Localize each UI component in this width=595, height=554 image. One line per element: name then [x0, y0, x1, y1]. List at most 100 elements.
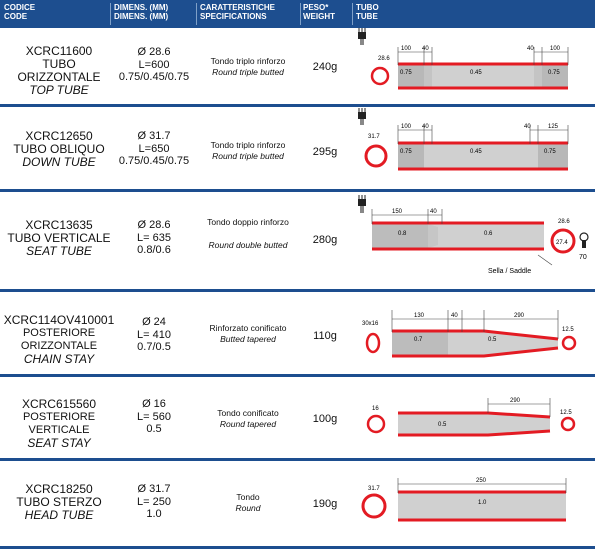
length: L=600 [138, 58, 170, 71]
spec-it: Tondo triplo rinforzo [210, 56, 286, 66]
svg-text:130: 130 [414, 313, 425, 319]
svg-text:40: 40 [422, 46, 429, 52]
tube-name-en: TOP TUBE [29, 83, 89, 97]
diameter: Ø 24 [142, 316, 166, 328]
tube-name-it: POSTERIORE VERTICALE [22, 411, 96, 436]
spec-it: Tondo triplo rinforzo [210, 140, 286, 150]
section-oval [365, 332, 381, 354]
clamp-icon [579, 232, 589, 248]
row-divider [0, 546, 595, 549]
section-circle [361, 493, 387, 519]
length: L= 410 [137, 328, 171, 341]
tube-name-it: TUBO VERTICALE [7, 231, 111, 245]
dia-label: 28.6 [558, 219, 570, 225]
weight: 110g [313, 330, 337, 342]
diameter: Ø 28.6 [137, 219, 171, 231]
svg-text:0.75: 0.75 [400, 149, 412, 155]
svg-text:0.6: 0.6 [484, 231, 493, 237]
end-dia-label: 12.5 [562, 327, 574, 333]
svg-text:250: 250 [476, 478, 487, 484]
section-circle [364, 144, 388, 168]
header-dims: DIMENS. (MM) DIMENS. (MM) [114, 3, 169, 21]
brush-icon [358, 28, 366, 45]
svg-text:0.45: 0.45 [470, 149, 482, 155]
dia-label: 30x16 [362, 321, 379, 327]
spec-en: Round tapered [219, 419, 277, 429]
thickness: 0.5 [146, 423, 162, 435]
thickness: 0.75/0.45/0.75 [118, 71, 190, 83]
tube-name-it: POSTERIORE ORIZZONTALE [20, 327, 98, 352]
tube-name-en: SEAT STAY [27, 436, 91, 450]
product-code: XCRC615560 [21, 397, 97, 411]
end-circle [561, 335, 577, 351]
svg-text:0.7: 0.7 [414, 337, 423, 343]
thickness: 1.0 [146, 508, 162, 520]
diameter: Ø 28.6 [137, 46, 171, 58]
thickness: 0.7/0.5 [137, 341, 171, 353]
svg-text:0.75: 0.75 [400, 70, 412, 76]
thickness: 0.75/0.45/0.75 [118, 155, 190, 167]
product-code: XCRC13635 [25, 218, 93, 232]
svg-text:40: 40 [451, 313, 458, 319]
tube-diagram: 30x16 130 40 290 0.7 0.5 12.5 [362, 310, 577, 358]
row-divider [0, 104, 595, 107]
tube-name-it: TUBO ORIZZONTALE [17, 57, 101, 84]
spec-it: Tondo [236, 492, 260, 502]
spec-en: Round triple butted [212, 67, 284, 77]
spec-it: Tondo conificato [217, 408, 279, 418]
spec-en: Round [235, 503, 261, 513]
weight: 280g [312, 234, 338, 246]
svg-text:70: 70 [579, 254, 587, 261]
length: L= 635 [137, 231, 171, 244]
spec-it: Tondo doppio rinforzo [207, 217, 289, 227]
header-tube: TUBO TUBE [356, 3, 379, 21]
brush-icon [358, 108, 366, 125]
dia-label: 31.7 [368, 486, 380, 492]
tube-diagram: 150 40 0.8 0.6 28.6 27.4 70 Sella / Sadd… [358, 195, 589, 275]
thickness: 0.8/0.6 [137, 244, 171, 256]
tube-body [398, 493, 566, 519]
end-dia-label: 12.5 [560, 410, 572, 416]
dia-label: 31.7 [368, 134, 380, 140]
tube-name-en: SEAT TUBE [26, 244, 92, 258]
weight: 295g [312, 146, 338, 158]
table-header: CODICE CODE DIMENS. (MM) DIMENS. (MM) CARA… [0, 0, 595, 28]
svg-text:0.45: 0.45 [470, 70, 482, 76]
svg-text:1.0: 1.0 [478, 500, 487, 506]
svg-text:40: 40 [430, 209, 437, 215]
tube-diagram: 28.6 100 40 40 100 0.75 0.45 0.75 [358, 28, 569, 90]
product-code: XCRC11600 [25, 44, 93, 58]
tube-name-en: CHAIN STAY [23, 352, 95, 366]
row-divider [0, 458, 595, 461]
length: L=650 [138, 142, 170, 155]
tube-name-it: TUBO STERZO [16, 495, 102, 509]
brush-icon [358, 195, 366, 213]
svg-text:150: 150 [392, 209, 403, 215]
diameter: Ø 31.7 [137, 483, 171, 495]
end-circle [560, 416, 576, 432]
tube-diagram: 16 290 0.5 12.5 [366, 398, 576, 437]
dia-label: 16 [372, 406, 379, 412]
weight: 100g [312, 413, 338, 425]
dia-label: 28.6 [378, 56, 390, 62]
svg-text:100: 100 [550, 46, 561, 52]
row-divider [0, 289, 595, 292]
tube-diagram: 31.7 100 40 40 125 0.75 0.45 0.75 [358, 108, 569, 171]
tube-diagram: 31.7 250 1.0 [361, 478, 567, 522]
svg-text:290: 290 [510, 398, 521, 404]
row-divider [0, 189, 595, 192]
tube-name-it: TUBO OBLIQUO [13, 142, 105, 156]
row-divider [0, 374, 595, 377]
diameter: Ø 31.7 [137, 130, 171, 142]
svg-text:0.5: 0.5 [438, 422, 447, 428]
section-circle [550, 228, 576, 254]
diameter: Ø 16 [142, 398, 166, 410]
spec-en: Round triple butted [212, 151, 284, 161]
svg-text:40: 40 [524, 124, 531, 130]
svg-text:40: 40 [527, 46, 534, 52]
header-weight: PESO* WEIGHT [303, 3, 335, 21]
svg-text:0.5: 0.5 [488, 337, 497, 343]
spec-en: Round double butted [208, 240, 288, 250]
svg-text:0.8: 0.8 [398, 231, 407, 237]
svg-text:40: 40 [422, 124, 429, 130]
